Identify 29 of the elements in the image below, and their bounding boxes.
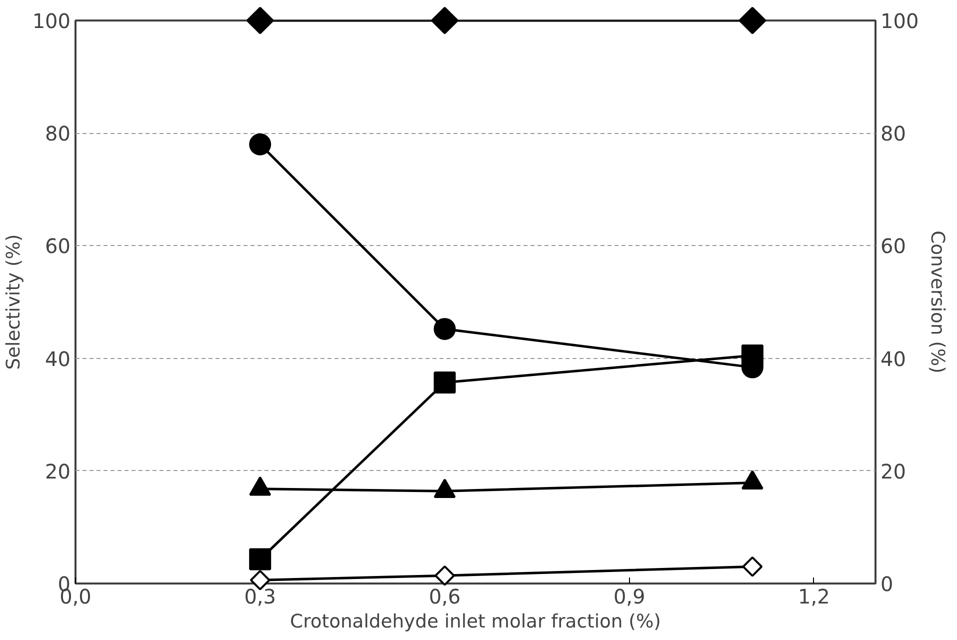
point xyxy=(249,548,272,570)
x-axis-title: Crotonaldehyde inlet molar fraction (%) xyxy=(290,612,661,632)
point xyxy=(250,570,270,590)
point xyxy=(246,6,274,34)
y2-axis-title: Conversion (%) xyxy=(926,230,948,374)
y2-tick-label: 0 xyxy=(880,572,894,596)
point xyxy=(738,6,766,34)
point xyxy=(741,344,764,366)
x-tick-label: 0,6 xyxy=(428,584,461,608)
y-tick-label: 80 xyxy=(45,122,71,146)
x-tick-label: 0,3 xyxy=(244,584,276,608)
point xyxy=(249,133,272,156)
y2-tick-label: 100 xyxy=(880,9,919,33)
y2-tick-label: 80 xyxy=(880,122,906,146)
point xyxy=(434,565,455,586)
y2-tick-label: 40 xyxy=(880,346,906,371)
point xyxy=(434,372,456,394)
y-tick-label: 60 xyxy=(45,234,71,258)
y2-tick-label: 20 xyxy=(880,459,906,484)
y-tick-label: 100 xyxy=(32,9,71,33)
y-axis-title: Selectivity (%) xyxy=(3,234,24,370)
point xyxy=(431,6,458,34)
x-tick-label: 0,9 xyxy=(613,584,646,608)
x-tick-label: 1,2 xyxy=(798,584,830,608)
y2-tick-label: 60 xyxy=(880,234,906,258)
y-tick-label: 20 xyxy=(45,459,71,484)
point xyxy=(742,556,763,577)
y-tick-label: 40 xyxy=(45,346,71,371)
point xyxy=(434,318,456,340)
